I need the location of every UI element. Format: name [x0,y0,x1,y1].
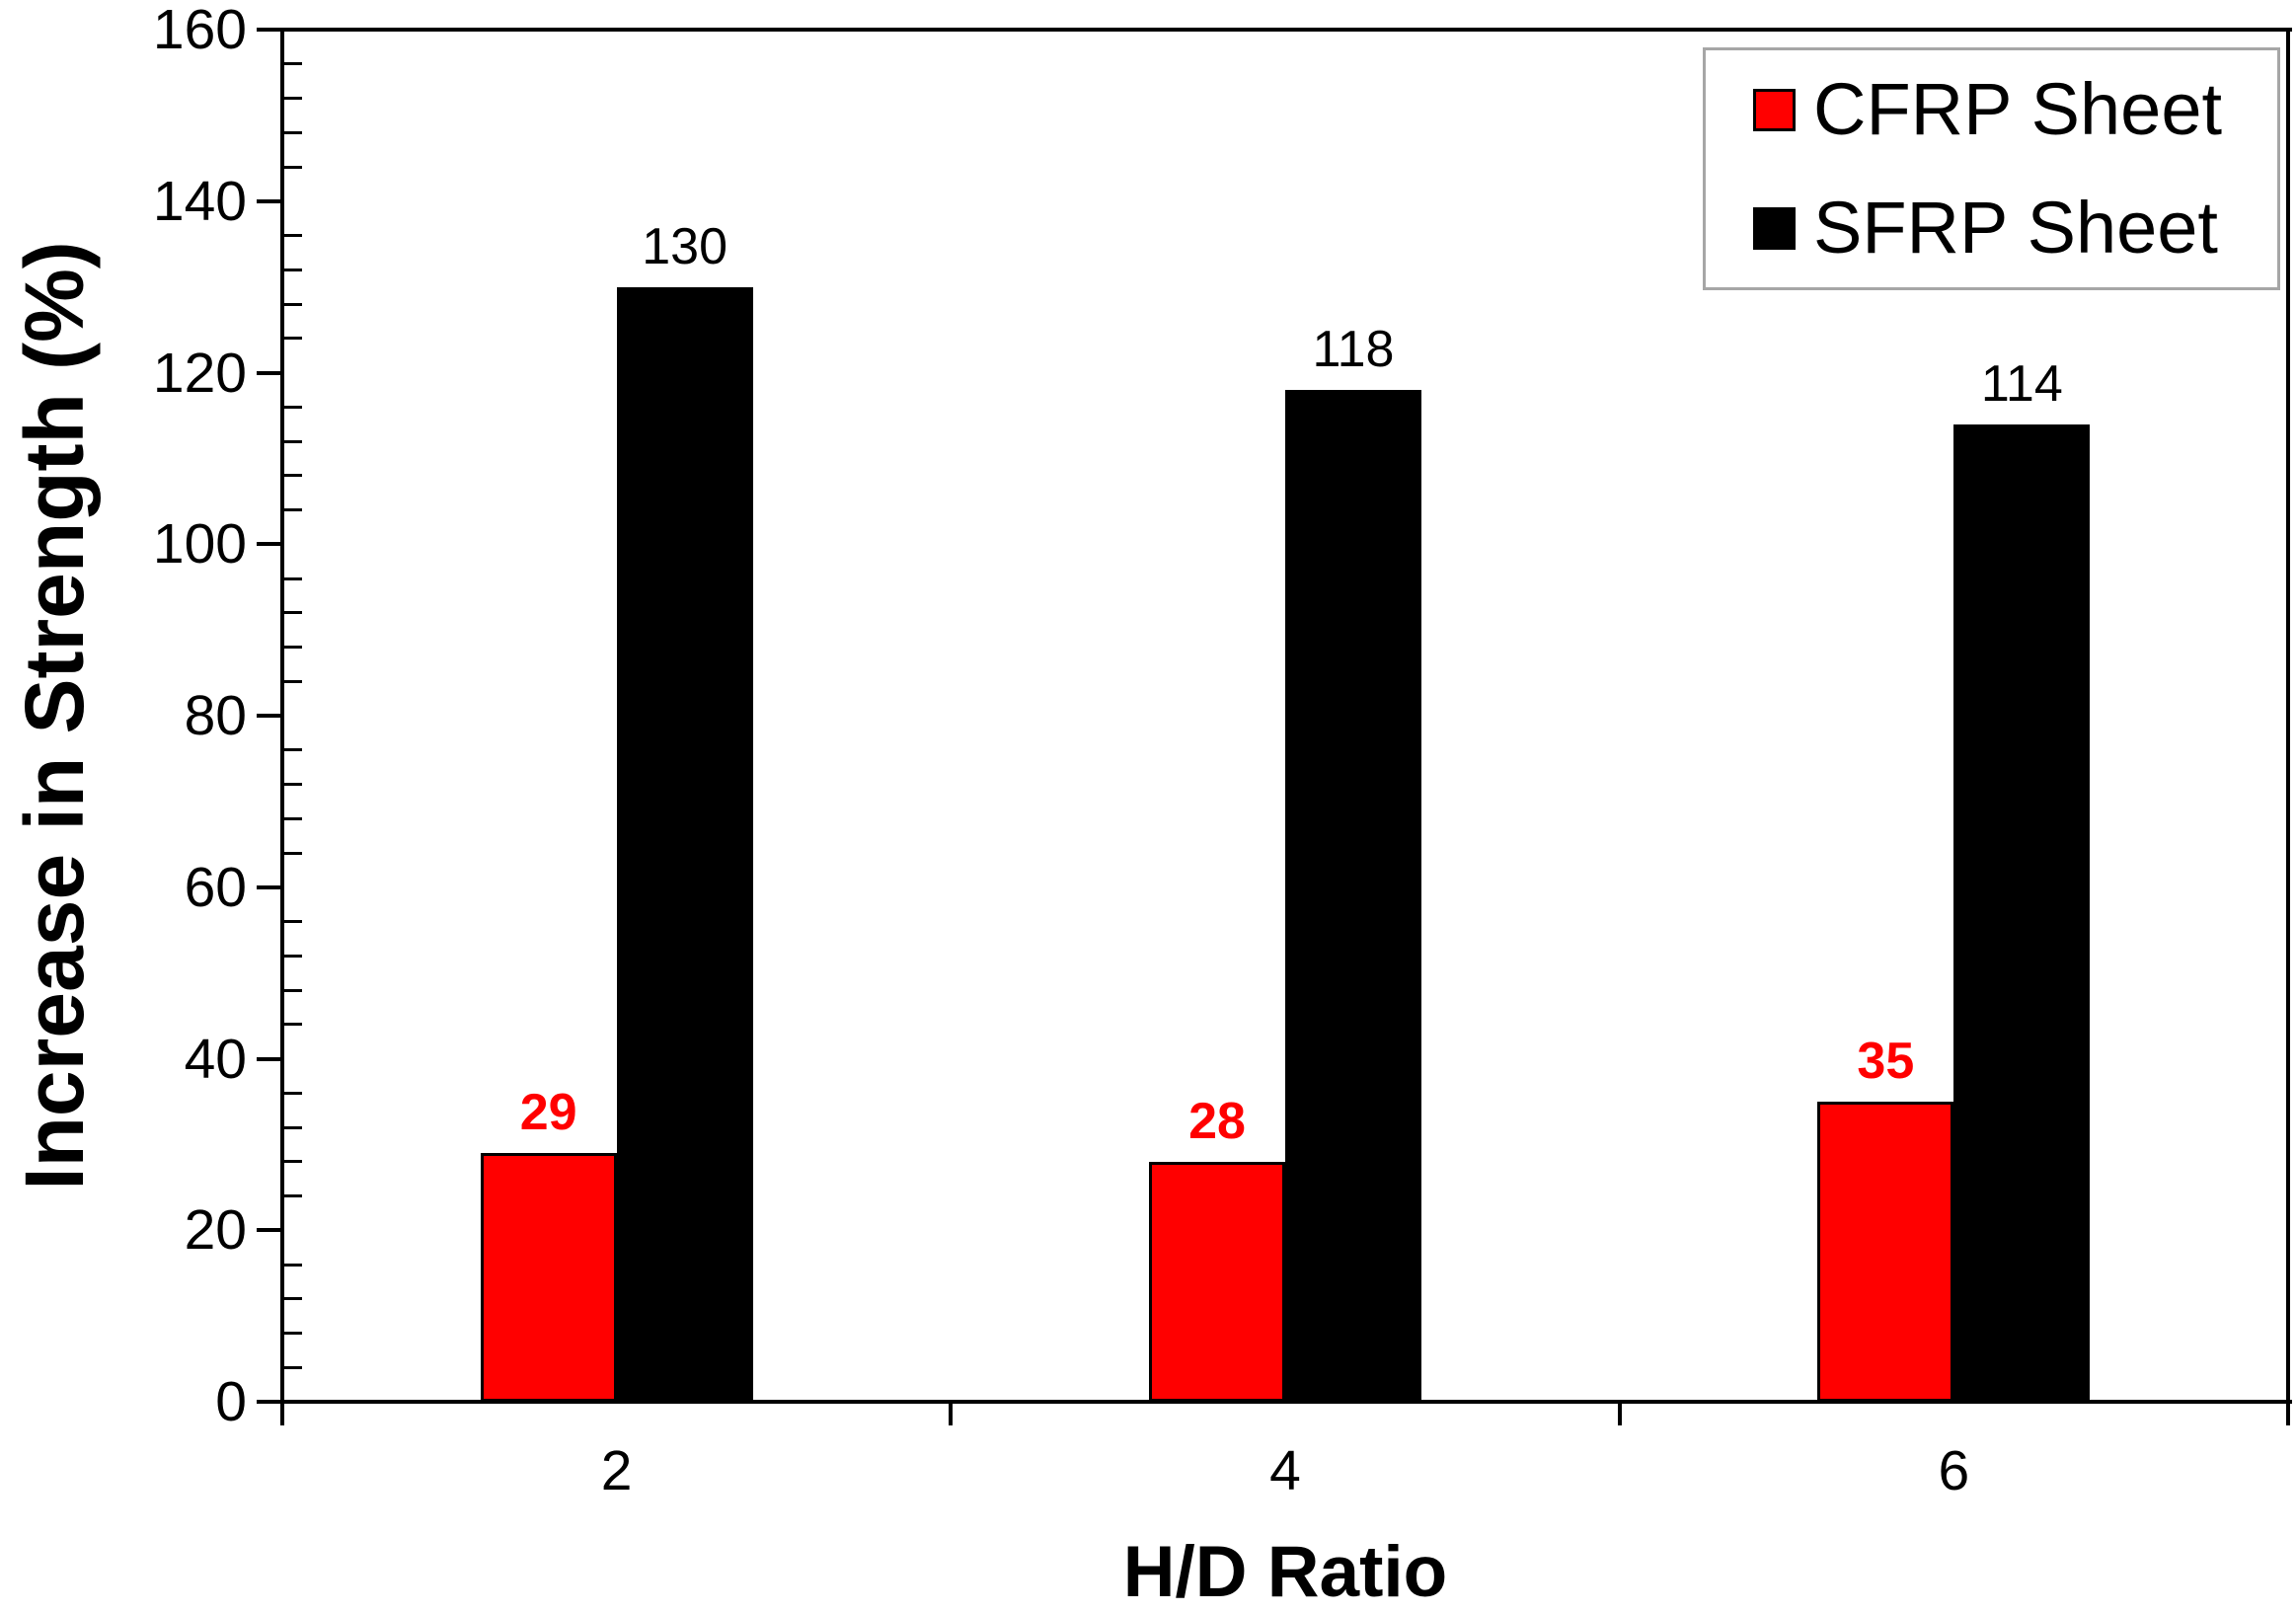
x-category-label: 2 [600,1439,633,1502]
y-minor-tick [284,748,302,752]
cfrp-bar [1817,1101,1954,1402]
y-major-tick [257,1056,280,1061]
y-minor-tick [284,337,302,341]
y-major-tick [257,1228,280,1233]
legend-item: CFRP Sheet [1753,73,2277,146]
x-axis-title: H/D Ratio [1122,1532,1448,1612]
bar-value-label: 35 [1857,1032,1915,1090]
legend-item: SFRP Sheet [1753,192,2277,265]
y-minor-tick [284,1332,302,1335]
x-category-label: 6 [1938,1439,1970,1502]
y-minor-tick [284,1263,302,1267]
y-major-tick [257,884,280,889]
y-minor-tick [284,954,302,958]
y-minor-tick [284,1160,302,1164]
plot-frame-bottom [259,1400,2292,1404]
bar-value-label: 29 [519,1084,577,1142]
y-tick-label: 0 [215,1370,247,1433]
y-major-tick [257,198,280,203]
y-minor-tick [284,1125,302,1129]
y-minor-tick [284,646,302,649]
y-major-tick [257,370,280,375]
x-tick [1617,1402,1622,1425]
y-tick-label: 40 [184,1027,247,1091]
legend-swatch-icon [1753,88,1796,131]
y-minor-tick [284,1297,302,1301]
y-minor-tick [284,1194,302,1197]
cfrp-bar [480,1153,617,1402]
sfrp-bar [616,286,753,1402]
legend-label: SFRP Sheet [1813,187,2218,269]
y-tick-label: 80 [184,684,247,747]
plot-frame-right [2286,30,2290,1402]
x-tick [2286,1402,2290,1425]
y-major-tick [257,714,280,718]
bar-value-label: 28 [1188,1092,1246,1150]
bar-value-label: 118 [1312,320,1395,378]
y-minor-tick [284,679,302,683]
y-minor-tick [284,920,302,923]
y-tick-label: 160 [152,0,247,61]
y-minor-tick [284,508,302,511]
y-minor-tick [284,62,302,66]
y-minor-tick [284,576,302,580]
sfrp-bar [1285,389,1421,1402]
y-minor-tick [284,165,302,169]
y-major-tick [257,28,280,32]
sfrp-bar [1953,423,2091,1402]
y-minor-tick [284,611,302,615]
legend-swatch-icon [1753,206,1796,250]
y-tick-label: 120 [152,341,247,405]
y-minor-tick [284,851,302,855]
x-category-label: 4 [1269,1439,1301,1502]
y-tick-label: 20 [184,1198,247,1263]
plot-frame-top [278,28,2292,32]
y-minor-tick [284,1023,302,1027]
y-major-tick [257,1400,280,1404]
y-tick-label: 140 [152,169,247,233]
y-minor-tick [284,302,302,306]
y-minor-tick [284,1091,302,1095]
y-minor-tick [284,988,302,992]
bar-value-label: 114 [1980,354,2063,413]
legend: CFRP Sheet SFRP Sheet [1703,47,2280,290]
y-minor-tick [284,130,302,134]
y-tick-label: 60 [184,855,247,919]
y-minor-tick [284,783,302,786]
cfrp-bar [1149,1161,1285,1402]
y-minor-tick [284,97,302,100]
y-tick-label: 100 [152,512,247,576]
y-axis-line [280,30,284,1402]
y-minor-tick [284,234,302,237]
y-major-tick [257,542,280,547]
y-minor-tick [284,439,302,443]
y-minor-tick [284,1365,302,1369]
y-minor-tick [284,816,302,820]
bar-value-label: 130 [642,217,728,275]
y-minor-tick [284,405,302,409]
x-tick [280,1402,284,1425]
y-minor-tick [284,474,302,478]
x-tick [949,1402,954,1425]
legend-label: CFRP Sheet [1813,68,2223,150]
y-minor-tick [284,268,302,271]
